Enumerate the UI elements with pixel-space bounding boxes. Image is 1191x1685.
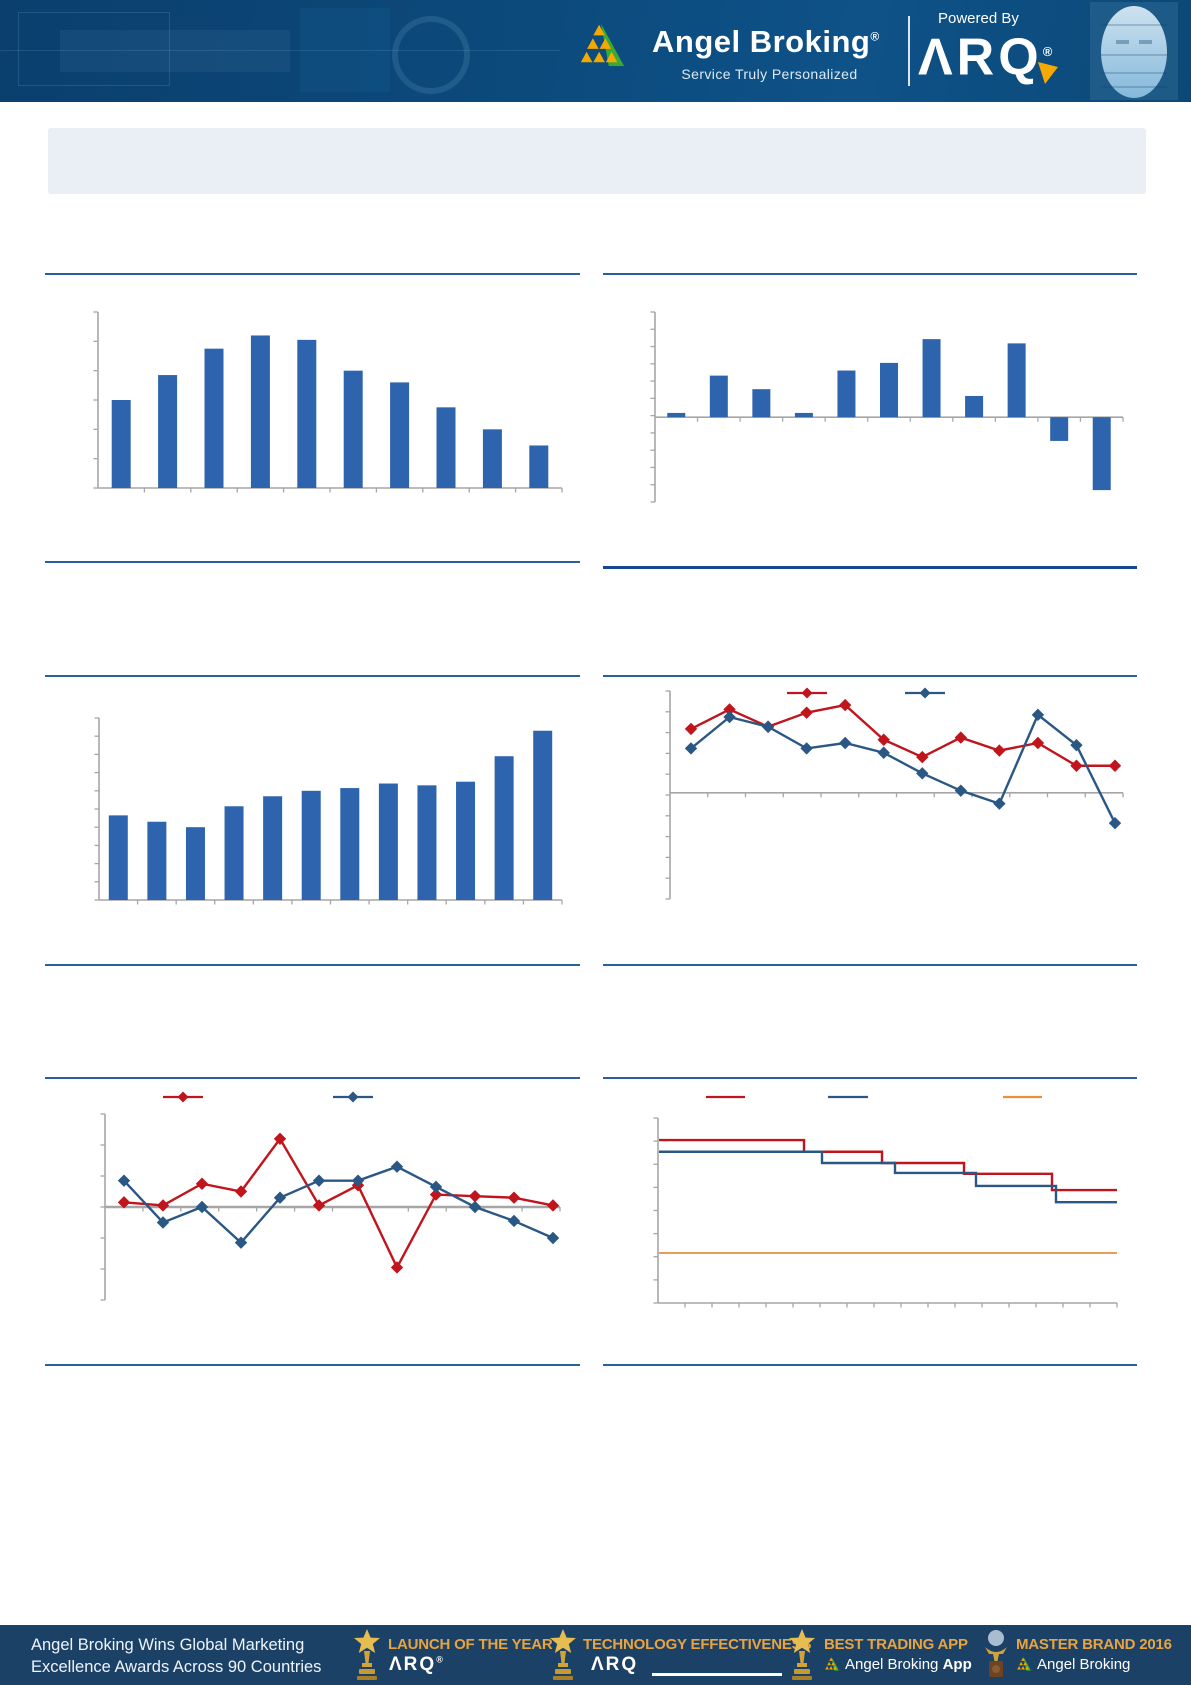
footer-headline: Angel Broking Wins Global Marketing Exce… <box>31 1634 321 1678</box>
angel-broking-logo-icon <box>577 22 627 68</box>
award-subtitle-arq: ΛRQ® <box>389 1654 443 1675</box>
section-divider <box>603 964 1137 966</box>
star-trophy-icon <box>789 1629 815 1680</box>
award-title: BEST TRADING APP <box>824 1636 968 1653</box>
award-subtitle: Angel Broking <box>1016 1656 1130 1673</box>
chart-bottom-left-lines <box>100 1091 561 1301</box>
section-divider <box>603 1077 1137 1079</box>
section-divider <box>603 675 1137 677</box>
section-divider <box>45 964 580 966</box>
registered-mark: ® <box>1042 44 1053 59</box>
chart-top-right-bars <box>650 311 1124 503</box>
title-box <box>48 128 1146 194</box>
section-divider <box>603 1364 1137 1366</box>
section-divider <box>45 273 580 275</box>
header-pattern <box>300 8 390 92</box>
header-pattern <box>60 30 290 72</box>
award-subtitle: Angel Broking App <box>824 1656 972 1673</box>
award-title: MASTER BRAND 2016 <box>1016 1636 1172 1653</box>
globe-trophy-icon <box>985 1630 1007 1677</box>
chart-mid-right-lines <box>665 687 1124 900</box>
footer-bar: Angel Broking Wins Global Marketing Exce… <box>0 1625 1191 1685</box>
arq-logo: ΛRQ® <box>918 28 1053 87</box>
section-divider <box>603 566 1137 569</box>
header-pattern <box>18 12 170 86</box>
chart-mid-left-bars <box>94 717 563 905</box>
chart-top-left-bars <box>93 311 563 493</box>
star-trophy-icon <box>550 1629 576 1680</box>
award-title: TECHNOLOGY EFFECTIVENESS <box>583 1636 812 1653</box>
powered-by-label: Powered By <box>938 10 1019 27</box>
arq-underline <box>652 1673 782 1676</box>
brand-name: Angel Broking® <box>652 24 880 59</box>
angel-broking-mini-logo-icon <box>824 1657 840 1671</box>
section-divider <box>45 1364 580 1366</box>
award-subtitle-arq: ΛRQ <box>591 1654 639 1675</box>
registered-mark: ® <box>870 29 880 44</box>
angel-broking-mini-logo-icon <box>1016 1657 1032 1671</box>
section-divider <box>45 561 580 563</box>
footer-headline-line2: Excellence Awards Across 90 Countries <box>31 1658 322 1676</box>
header-pattern <box>0 50 560 51</box>
section-divider <box>603 273 1137 275</box>
section-divider <box>45 1077 580 1079</box>
footer-headline-line1: Angel Broking Wins Global Marketing <box>31 1636 305 1654</box>
chart-bottom-right-steps <box>653 1095 1118 1308</box>
brand-tagline: Service Truly Personalized <box>681 66 858 82</box>
digital-head-graphic <box>1090 2 1178 100</box>
header-divider <box>908 16 910 86</box>
section-divider <box>45 675 580 677</box>
arq-spark-icon <box>1038 62 1058 84</box>
award-title: LAUNCH OF THE YEAR <box>388 1636 553 1653</box>
star-trophy-icon <box>354 1629 380 1680</box>
header-pattern <box>392 16 470 94</box>
header-banner: Angel Broking® Service Truly Personalize… <box>0 0 1191 102</box>
